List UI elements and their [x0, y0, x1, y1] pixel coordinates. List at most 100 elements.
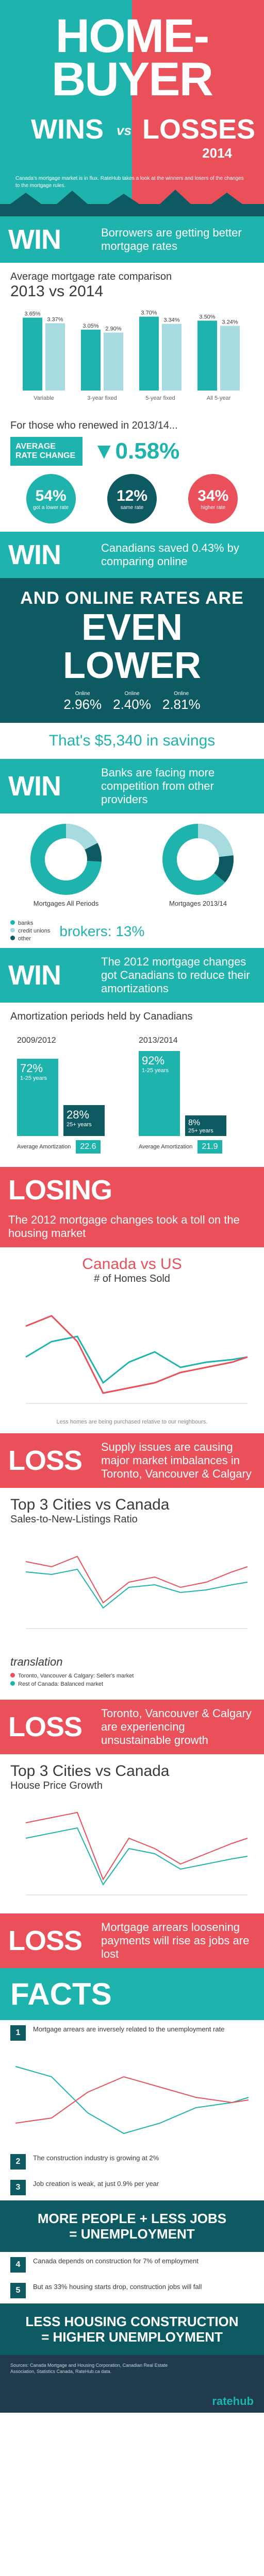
online-rate-value: 2.96%	[63, 697, 102, 712]
rate-bar-label: 2.90%	[105, 326, 121, 332]
brokers-pct: 13%	[116, 923, 145, 939]
circle-label: higher rate	[201, 504, 226, 511]
donut-2013-14: Mortgages 2013/14	[159, 821, 237, 907]
rate-bar	[81, 329, 101, 391]
band-less-construction: LESS HOUSING CONSTRUCTION = HIGHER UNEMP…	[0, 2303, 264, 2355]
average-rate-change: AVERAGE RATE CHANGE ▼0.58%	[10, 437, 254, 466]
translation-title: translation	[10, 1655, 63, 1668]
circle-label: same rate	[120, 504, 144, 511]
legend-dot	[10, 936, 15, 940]
win-tag: WIN	[8, 960, 61, 991]
donut-label: Mortgages All Periods	[33, 900, 99, 907]
brokers-label: brokers:	[59, 923, 112, 939]
amort-long-pct: 28%	[67, 1108, 90, 1121]
band-line2: = UNEMPLOYMENT	[69, 2226, 195, 2242]
loss-description: Supply issues are causing major market i…	[101, 1440, 252, 1480]
rate-bar-label: 3.70%	[141, 310, 157, 316]
ratehub-logo[interactable]: ratehub	[212, 2395, 254, 2408]
hero-title: HOME- BUYER	[0, 12, 264, 106]
online-line2: EVEN LOWER	[63, 607, 201, 686]
lender-legend: banks credit unions other	[10, 920, 50, 943]
fact-1: 1 Mortgage arrears are inversely related…	[0, 2020, 264, 2046]
fact-text: Mortgage arrears are inversely related t…	[33, 2025, 225, 2033]
win-tag: WIN	[8, 539, 61, 570]
facts-title: FACTS	[0, 1968, 264, 2020]
loss-banner-2: LOSS Supply issues are causing major mar…	[0, 1433, 264, 1488]
rate-category-label: All 5-year	[207, 395, 231, 401]
hero-vs: vs	[117, 123, 131, 138]
online-rate-key: Online	[75, 691, 90, 697]
rate-bar-label: 3.65%	[24, 311, 40, 317]
translation-item: Toronto, Vancouver & Calgary: Seller's m…	[18, 1673, 134, 1679]
amort-avg-value: 22.6	[76, 1140, 101, 1154]
fact-text: Job creation is weak, at just 0.9% per y…	[33, 2180, 159, 2188]
win-description: Canadians saved 0.43% by comparing onlin…	[101, 541, 239, 568]
donut-all-periods: Mortgages All Periods	[27, 821, 105, 907]
legend-other: other	[18, 936, 31, 942]
win-banner-2: WIN Canadians saved 0.43% by comparing o…	[0, 532, 264, 578]
loss-banner-1-desc: The 2012 mortgage changes took a toll on…	[0, 1213, 264, 1247]
footer-sources: Sources: Canada Mortgage and Housing Cor…	[10, 2363, 168, 2374]
renewal-title: For those who renewed in 2013/14...	[10, 420, 178, 431]
win-banner-3: WIN Banks are facing more competition fr…	[0, 759, 264, 814]
rate-bar-label: 3.37%	[47, 316, 63, 323]
amort-bar-short: 92% 1-25 years	[139, 1051, 180, 1136]
amort-long-pct: 8%	[188, 1118, 201, 1127]
infographic: HOME- BUYER WINS vs LOSSES 2014 Canada's…	[0, 0, 264, 2413]
rate-comparison-subtitle: 2013 vs 2014	[10, 283, 104, 300]
amortization-year: 2009/2012	[17, 1036, 56, 1045]
homes-sold-chart	[25, 1315, 248, 1404]
fact-5: 5 But as 33% housing starts drop, constr…	[0, 2278, 264, 2303]
fact-number: 4	[10, 2257, 26, 2273]
rate-bar	[104, 332, 123, 391]
amortization-columns: 2009/2012 72% 1-25 years 28% 25+ years A…	[0, 1031, 264, 1159]
amort-short-pct: 92%	[142, 1054, 165, 1067]
win-description: The 2012 mortgage changes got Canadians …	[101, 955, 250, 995]
arrears-unemployment-chart	[15, 2066, 249, 2134]
online-rate-value: 2.40%	[113, 697, 151, 712]
amortization-col-b: 2013/2014 92% 1-25 years 8% 25+ years Av…	[139, 1036, 247, 1154]
rate-bar-label: 3.24%	[222, 319, 238, 325]
renewal-circles: 54% got a lower rate 12% same rate 34% h…	[10, 474, 254, 523]
win-tag: WIN	[8, 771, 61, 802]
amort-bars: 72% 1-25 years 28% 25+ years	[17, 1048, 125, 1136]
hero-losses: LOSSES	[142, 114, 256, 145]
amort-long-label: 25+ years	[67, 1122, 92, 1128]
fact-number: 1	[10, 2025, 26, 2041]
win-tag: WIN	[8, 224, 61, 255]
amort-bar-long: 28% 25+ years	[63, 1105, 105, 1136]
online-rate-key: Online	[124, 691, 140, 697]
rate-bar	[197, 320, 217, 391]
hero-left-panel	[0, 0, 132, 216]
amort-avg-label: Average Amortization	[139, 1144, 193, 1150]
circle-same-rate: 12% same rate	[107, 474, 157, 523]
rate-bar-label: 3.34%	[163, 317, 179, 324]
amort-short-pct: 72%	[20, 1062, 43, 1075]
footer: Sources: Canada Mortgage and Housing Cor…	[0, 2355, 264, 2413]
legend-credit-unions: credit unions	[18, 928, 51, 934]
rate-category-label: 5-year fixed	[145, 395, 175, 401]
translation-item: Rest of Canada: Balanced market	[18, 1681, 104, 1687]
rate-bar	[162, 324, 182, 391]
hpg-title: Top 3 Cities vs Canada	[10, 1762, 170, 1780]
fact-text: The construction industry is growing at …	[33, 2154, 159, 2162]
fact-number: 3	[10, 2180, 26, 2195]
amort-avg-label: Average Amortization	[17, 1144, 71, 1150]
legend-banks: banks	[18, 920, 34, 926]
win-banner-4: WIN The 2012 mortgage changes got Canadi…	[0, 948, 264, 1003]
canada-us-subtitle: # of Homes Sold	[94, 1273, 170, 1284]
amort-short-label: 1-25 years	[142, 1067, 169, 1074]
hero-title-line2: BUYER	[51, 53, 213, 106]
fact-text: But as 33% housing starts drop, construc…	[33, 2283, 202, 2291]
amort-avg-value: 21.9	[197, 1140, 222, 1154]
snlr-subtitle: Sales-to-New-Listings Ratio	[10, 1514, 138, 1525]
translation-section: translation Toronto, Vancouver & Calgary…	[0, 1647, 264, 1700]
loss-banner-1: LOSING	[0, 1167, 264, 1213]
donut-chart-icon	[162, 824, 234, 895]
amortization-year: 2013/2014	[139, 1036, 178, 1045]
loss-tag: LOSING	[8, 1175, 112, 1206]
circle-pct: 54%	[35, 487, 67, 504]
amortization-title: Amortization periods held by Canadians	[10, 1011, 193, 1022]
legend-dot	[10, 1681, 15, 1686]
canada-us-title: Canada vs US	[82, 1256, 182, 1273]
